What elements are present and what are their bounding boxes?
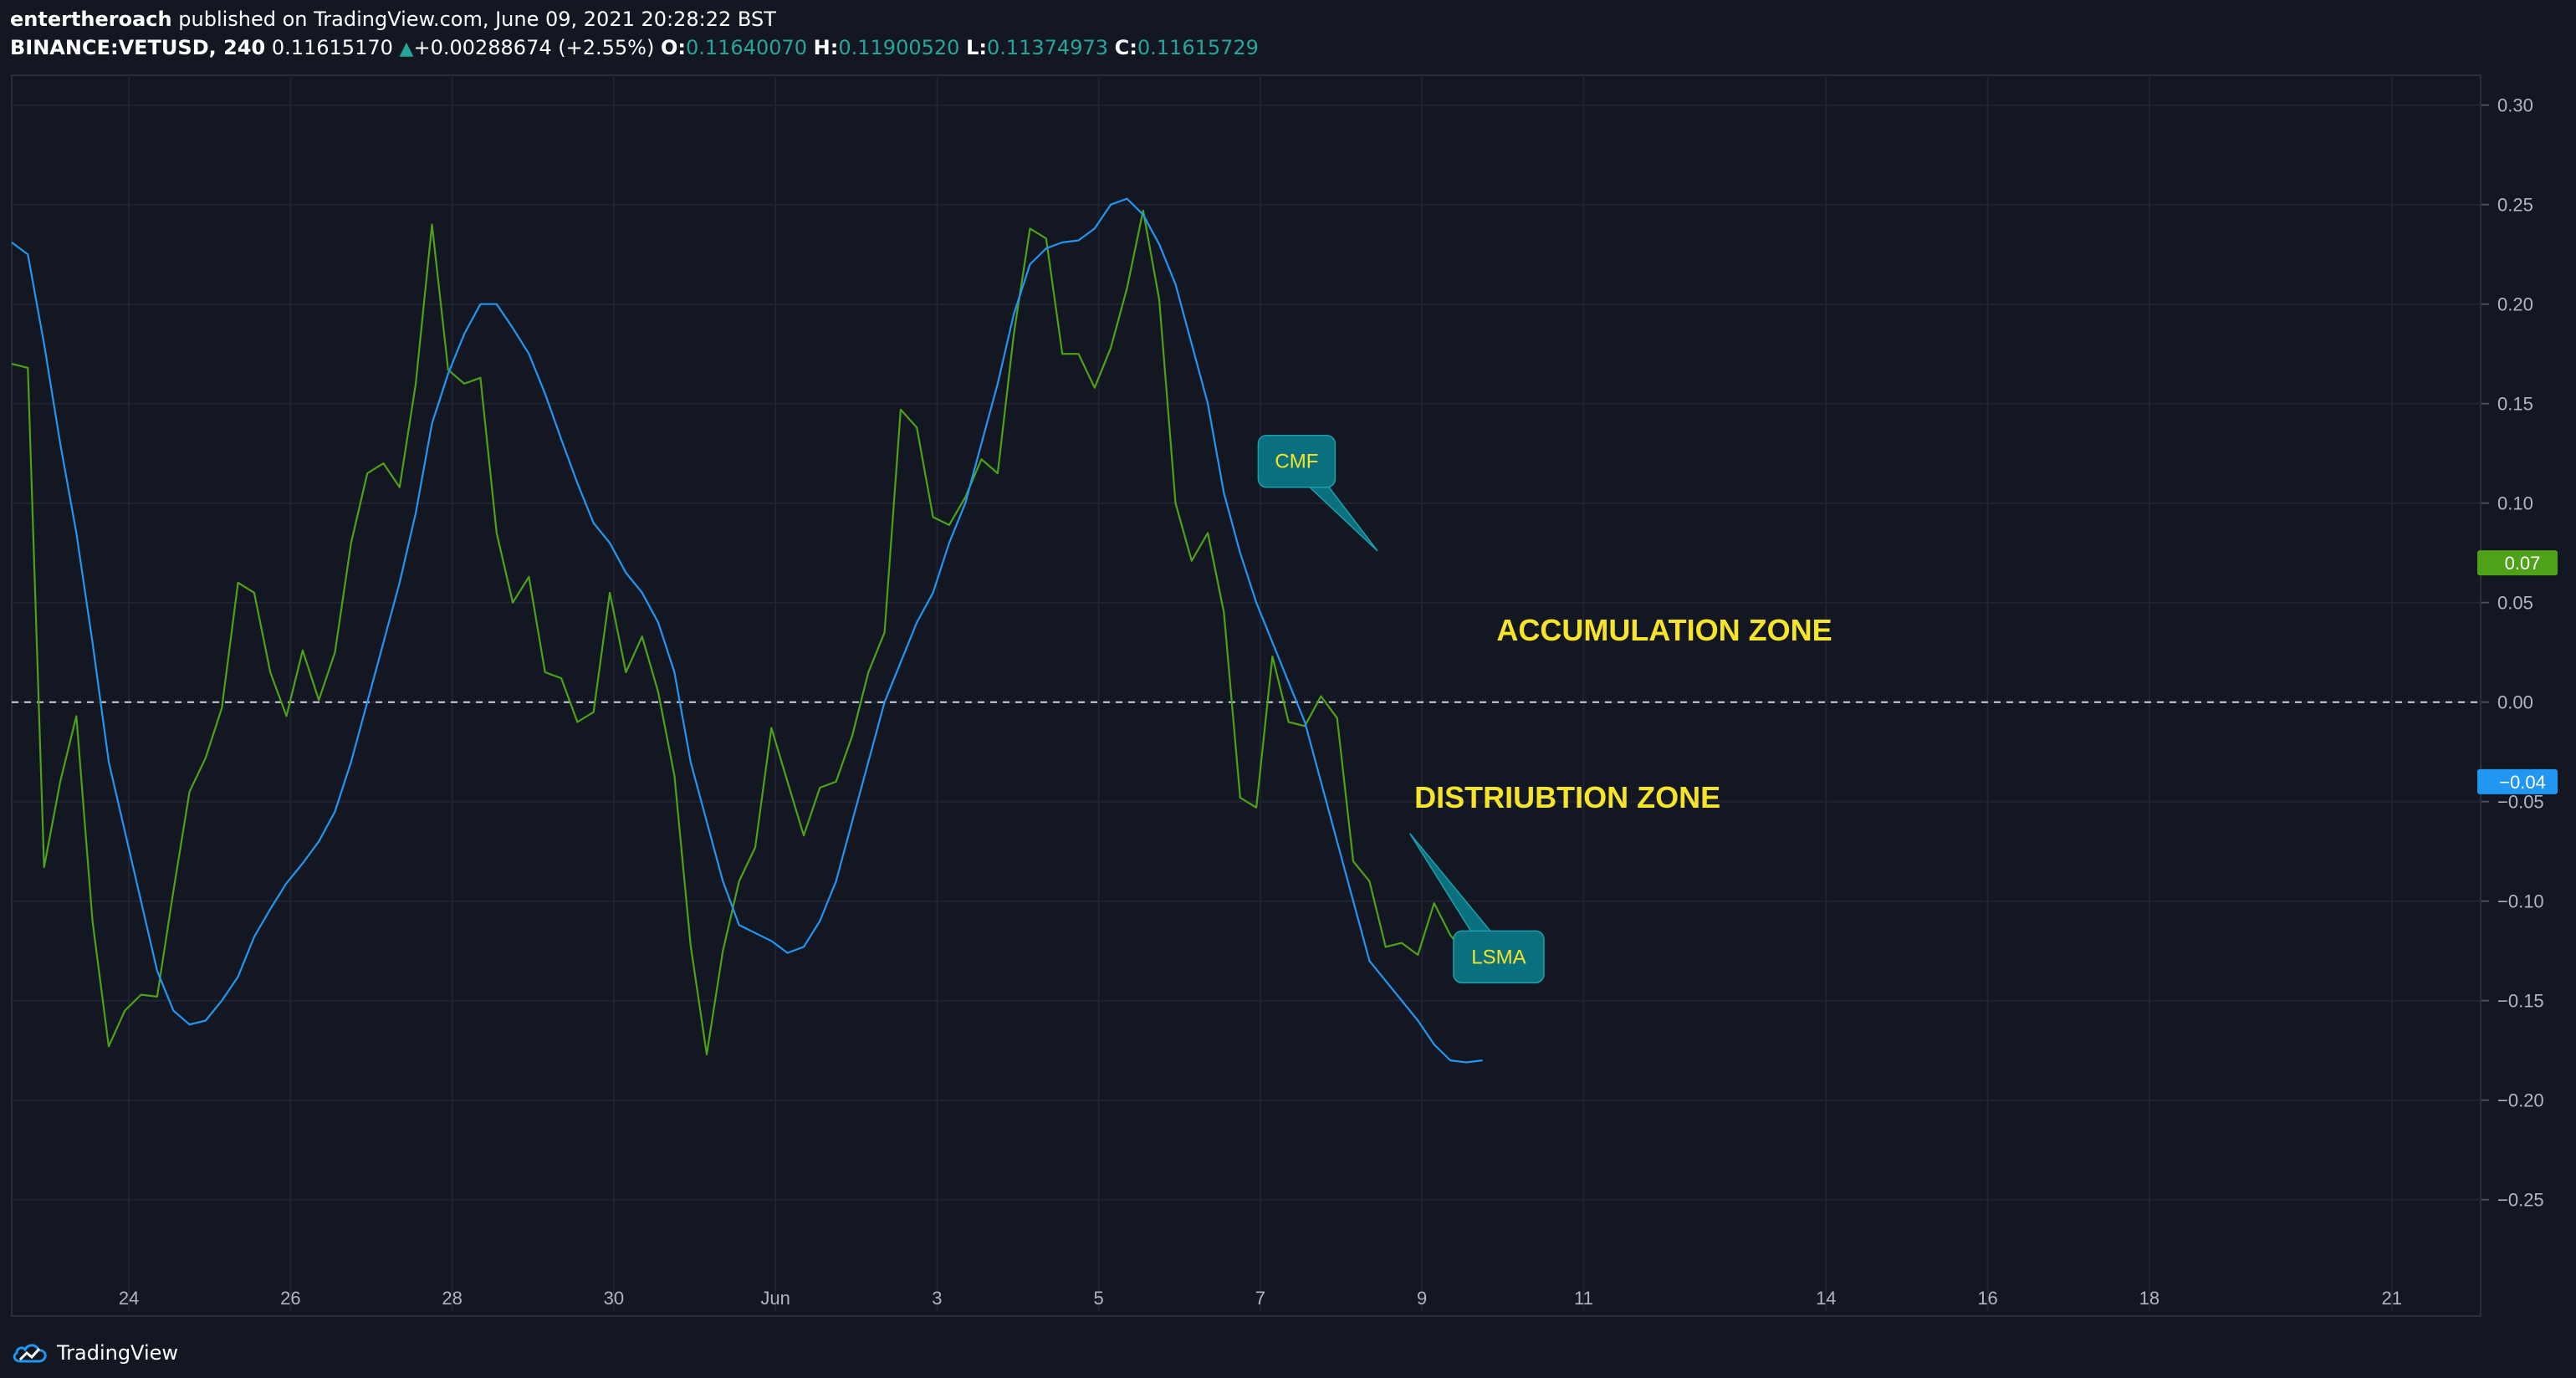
cmf-series-line[interactable] — [11, 209, 1483, 1056]
price-change: +0.00288674 (+2.55%) — [413, 36, 655, 59]
lsma-series-line[interactable] — [11, 197, 1483, 1064]
low-value: 0.11374973 — [986, 36, 1109, 59]
y-tick-label: −0.10 — [2497, 891, 2544, 912]
y-tick-label: −0.25 — [2497, 1190, 2544, 1211]
tradingview-cloud-icon — [13, 1344, 47, 1363]
lsma-callout-label: LSMA — [1471, 946, 1526, 968]
last-price: 0.11615170 — [271, 36, 393, 59]
x-tick-label: 30 — [604, 1288, 624, 1309]
x-tick-label: 7 — [1255, 1288, 1265, 1309]
x-tick-label: 3 — [932, 1288, 942, 1309]
y-tick-label: 0.25 — [2497, 195, 2533, 216]
close-label: C: — [1114, 36, 1137, 59]
x-tick-label: 5 — [1094, 1288, 1104, 1309]
author-name[interactable]: entertheroach — [10, 8, 172, 31]
up-arrow-icon: ▲ — [399, 38, 414, 59]
x-tick-label: 21 — [2381, 1288, 2401, 1309]
high-label: H: — [813, 36, 839, 59]
open-value: 0.11640070 — [685, 36, 808, 59]
x-tick-label: 11 — [1574, 1288, 1593, 1309]
y-tick-label: −0.15 — [2497, 991, 2544, 1012]
high-value: 0.11900520 — [838, 36, 960, 59]
x-tick-label: 26 — [280, 1288, 300, 1309]
y-tick-label: 0.00 — [2497, 692, 2533, 713]
x-tick-label: Jun — [760, 1288, 790, 1309]
y-tick-label: −0.20 — [2497, 1090, 2544, 1111]
cmf-last-value-tag — [2477, 550, 2558, 576]
symbol-name[interactable]: BINANCE:VETUSD, 240 — [10, 36, 266, 59]
x-tick-label: 14 — [1816, 1288, 1836, 1309]
y-tick-label: 0.30 — [2497, 95, 2533, 116]
close-value: 0.11615729 — [1137, 36, 1259, 59]
published-text: published on TradingView.com, June 09, 2… — [178, 8, 776, 31]
y-tick-label: 0.20 — [2497, 294, 2533, 315]
y-tick-label: −0.05 — [2497, 792, 2544, 813]
x-tick-label: 16 — [1977, 1288, 1997, 1309]
publish-line: entertheroach published on TradingView.c… — [10, 5, 1259, 33]
footer-brand: TradingView — [57, 1341, 179, 1365]
cmf-last-value-label: 0.07 — [2505, 553, 2541, 574]
cmf-callout-label: CMF — [1275, 451, 1318, 473]
chart-header: entertheroach published on TradingView.c… — [10, 5, 1259, 64]
y-tick-label: 0.10 — [2497, 493, 2533, 514]
plot-frame — [11, 74, 2481, 1317]
lsma-last-value-tag — [2477, 768, 2558, 794]
y-tick-label: 0.05 — [2497, 593, 2533, 614]
lsma-callout-box[interactable] — [1453, 930, 1545, 984]
tradingview-logo[interactable]: TradingView — [12, 1341, 178, 1365]
x-tick-label: 28 — [442, 1288, 462, 1309]
lsma-last-value-label: −0.04 — [2499, 772, 2546, 793]
accumulation-zone-label: ACCUMULATION ZONE — [1496, 613, 1832, 647]
open-label: O: — [660, 36, 686, 59]
symbol-line: BINANCE:VETUSD, 240 0.11615170 ▲+0.00288… — [10, 33, 1259, 64]
y-tick-label: 0.15 — [2497, 394, 2533, 415]
distriubtion-zone-label: DISTRIUBTION ZONE — [1414, 780, 1720, 814]
x-tick-label: 18 — [2139, 1288, 2159, 1309]
x-tick-label: 24 — [119, 1288, 139, 1309]
cmf-callout-box[interactable] — [1257, 434, 1337, 488]
low-label: L: — [966, 36, 987, 59]
x-tick-label: 9 — [1417, 1288, 1427, 1309]
